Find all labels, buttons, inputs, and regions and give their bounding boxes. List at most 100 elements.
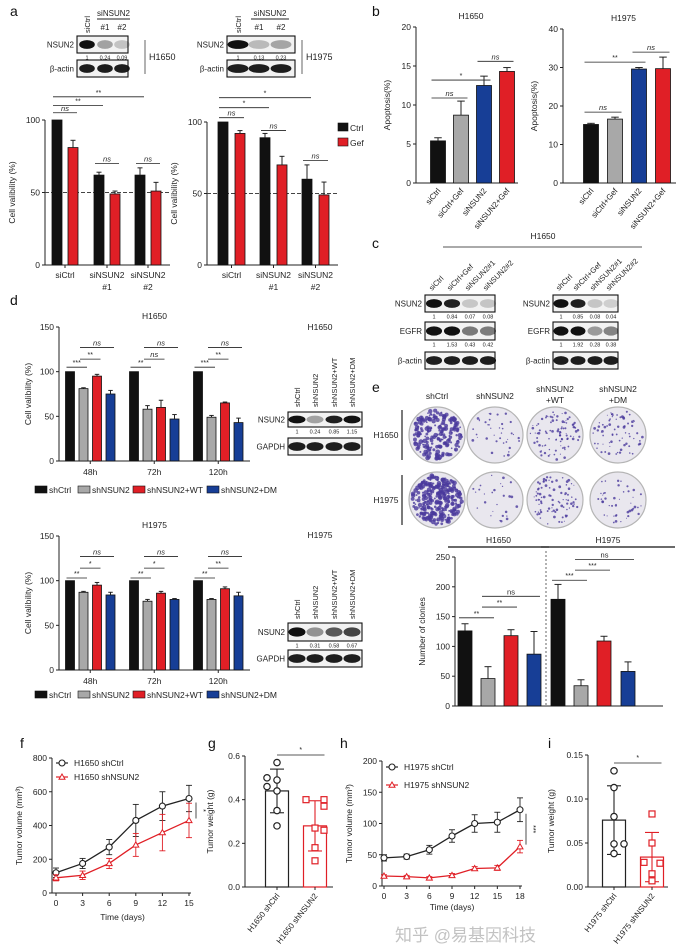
protein-band bbox=[306, 654, 324, 663]
protein-band bbox=[553, 326, 569, 336]
significance-label: * bbox=[636, 755, 639, 762]
lane-label: shNSUN2+DM bbox=[348, 358, 357, 407]
colony-dot bbox=[506, 453, 510, 457]
colony-dot bbox=[500, 483, 502, 485]
colony-dot bbox=[426, 429, 430, 432]
blot-strip bbox=[287, 649, 363, 668]
colony-dot bbox=[422, 507, 426, 511]
panel-label-a: a bbox=[10, 3, 18, 19]
colony-dot bbox=[504, 412, 508, 415]
y-tick-label: 0 bbox=[553, 178, 558, 188]
colony-dot bbox=[499, 437, 502, 440]
protein-band bbox=[443, 356, 461, 365]
colony-dot bbox=[614, 520, 618, 523]
y-tick-label: 15 bbox=[402, 61, 412, 71]
y-tick-label: 0.6 bbox=[228, 751, 240, 761]
colony-dot bbox=[602, 443, 604, 445]
band-quantification: 0.08 bbox=[483, 315, 494, 321]
colony-dot bbox=[454, 502, 458, 505]
legend-swatch bbox=[206, 485, 220, 494]
colony-dot bbox=[559, 432, 562, 434]
significance-label: ** bbox=[216, 352, 222, 359]
colony-dot bbox=[592, 432, 594, 434]
band-quantification: 1 bbox=[432, 315, 435, 321]
colony-dot bbox=[600, 498, 603, 500]
colony-dot bbox=[606, 414, 608, 416]
triangle-marker bbox=[52, 873, 60, 881]
data-point bbox=[302, 796, 310, 804]
colony-dot bbox=[576, 429, 580, 432]
colony-dot bbox=[498, 427, 501, 429]
x-tick-label: #1 bbox=[102, 282, 112, 292]
colony-plate bbox=[589, 406, 647, 464]
colony-dot bbox=[503, 455, 505, 457]
significance-label: ns bbox=[647, 43, 655, 52]
colony-dot bbox=[410, 493, 416, 498]
colony-dot bbox=[422, 419, 426, 423]
colony-dot bbox=[421, 493, 425, 497]
lane-group-label: siNSUN2 bbox=[97, 9, 130, 18]
protein-band bbox=[227, 40, 249, 49]
colony-dot bbox=[603, 425, 607, 429]
band-quantification: 0.24 bbox=[310, 430, 321, 436]
colony-dot bbox=[472, 487, 475, 490]
colony-dot bbox=[549, 494, 552, 497]
data-point bbox=[320, 826, 328, 834]
colony-dot bbox=[544, 484, 548, 488]
colony-dot bbox=[433, 511, 437, 515]
significance-label: *** bbox=[73, 360, 81, 367]
colony-dot bbox=[632, 507, 635, 510]
protein-band bbox=[97, 64, 113, 73]
colony-dot bbox=[416, 490, 421, 495]
western-blot-c_right: shCtrlshCtrl+GefshNSUN2#1shNSUN2#2NSUN21… bbox=[523, 257, 640, 370]
colony-dot bbox=[452, 415, 455, 419]
panel-label-h: h bbox=[340, 735, 348, 751]
colony-dot bbox=[619, 448, 623, 452]
data-point bbox=[648, 810, 656, 818]
colony-dot bbox=[441, 506, 444, 510]
significance-label: * bbox=[264, 91, 267, 98]
colony-dot bbox=[423, 501, 427, 504]
bar bbox=[142, 600, 153, 671]
colony-dot bbox=[419, 450, 422, 453]
significance-label: ns bbox=[150, 350, 158, 359]
colony-dot bbox=[561, 447, 564, 449]
bar bbox=[607, 118, 623, 184]
colony-dot bbox=[556, 429, 560, 433]
blot-title: H1650 bbox=[530, 231, 555, 241]
colony-dot bbox=[422, 503, 425, 506]
colony-dot bbox=[490, 427, 492, 429]
colony-dot bbox=[564, 411, 567, 415]
colony-dot bbox=[515, 505, 519, 508]
colony-dot bbox=[422, 443, 425, 446]
y-tick-label: 0.15 bbox=[566, 750, 583, 760]
blot-row-label: NSUN2 bbox=[258, 416, 286, 425]
colony-dot bbox=[427, 492, 430, 496]
colony-dot bbox=[540, 502, 543, 505]
colony-dot bbox=[559, 453, 561, 455]
blot-title: H1975 bbox=[307, 530, 332, 540]
colony-dot bbox=[423, 445, 428, 449]
bar bbox=[276, 164, 288, 266]
colony-dot bbox=[493, 488, 496, 492]
colony-dot bbox=[547, 416, 549, 418]
colony-dot bbox=[500, 432, 503, 434]
circle-marker bbox=[132, 816, 140, 824]
colony-dot bbox=[416, 416, 421, 421]
y-axis-label: Tumor volume (mm³) bbox=[344, 784, 354, 863]
colony-dot bbox=[483, 493, 485, 495]
colony-dot bbox=[572, 501, 575, 504]
colony-dot bbox=[479, 484, 482, 487]
colony-dot bbox=[495, 440, 498, 443]
significance-label: ** bbox=[474, 611, 480, 618]
colony-dot bbox=[450, 516, 453, 520]
colony-dot bbox=[449, 509, 454, 513]
colony-dot bbox=[549, 476, 552, 479]
significance-label: *** bbox=[529, 825, 536, 833]
colony-dot bbox=[490, 515, 492, 517]
colony-dot bbox=[608, 442, 611, 444]
colony-dot bbox=[608, 505, 610, 507]
colony-dot bbox=[545, 476, 549, 479]
colony-dot bbox=[433, 505, 437, 509]
significance-label: ns bbox=[93, 339, 101, 348]
